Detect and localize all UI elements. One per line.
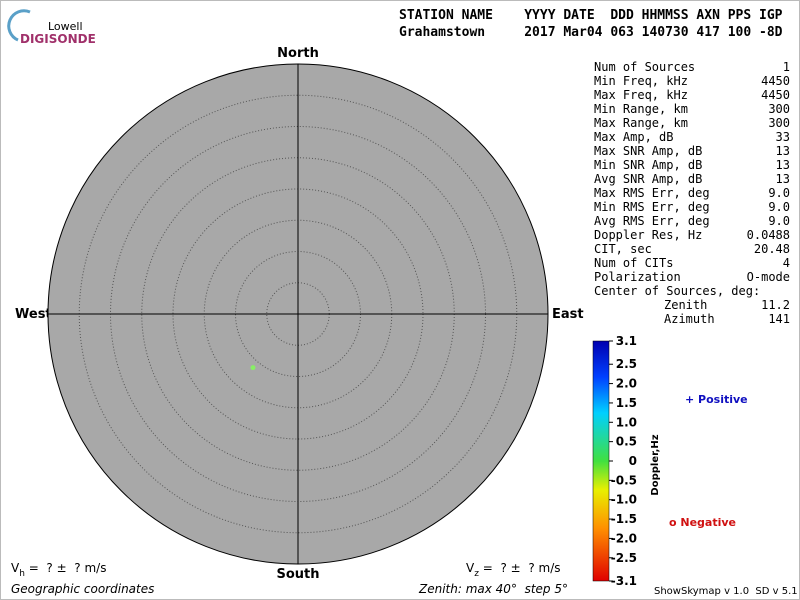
stat-value: 300 bbox=[768, 102, 790, 116]
v-sub: h bbox=[19, 569, 25, 579]
colorbar-tick-label: 2.0 bbox=[616, 377, 637, 391]
version-label: ShowSkymap v 1.0 SD v 5.1 bbox=[654, 586, 798, 597]
stat-value: 9.0 bbox=[768, 214, 790, 228]
header-values: Grahamstown 2017 Mar04 063 140730 417 10… bbox=[399, 25, 783, 40]
north-label: North bbox=[277, 46, 319, 61]
logo-bottom: DIGISONDE bbox=[20, 32, 96, 46]
positive-legend: + Positive bbox=[685, 393, 748, 406]
stat-value: 1 bbox=[783, 60, 790, 74]
stat-label: Min Range, km bbox=[594, 102, 688, 116]
stat-label: Polarization bbox=[594, 270, 681, 284]
vh-label: Vh = ? ± ? m/s bbox=[11, 561, 106, 579]
center-row-value: 141 bbox=[768, 312, 790, 326]
south-label: South bbox=[276, 567, 319, 582]
stat-value: 13 bbox=[776, 158, 790, 172]
center-row-label: Zenith bbox=[664, 298, 707, 312]
stat-value: 20.48 bbox=[754, 242, 790, 256]
center-row-value: 11.2 bbox=[761, 298, 790, 312]
stat-label: Min Freq, kHz bbox=[594, 74, 688, 88]
vz-label: Vz = ? ± ? m/s bbox=[466, 561, 561, 579]
colorbar-tick-label: 0.5 bbox=[616, 435, 637, 449]
colorbar-tick-label: -2.5 bbox=[611, 551, 637, 565]
v-symbol: V bbox=[11, 561, 20, 575]
logo-arc bbox=[7, 9, 31, 42]
stat-label: Max RMS Err, deg bbox=[594, 186, 710, 200]
east-label: East bbox=[552, 307, 584, 322]
stat-label: Max Freq, kHz bbox=[594, 88, 688, 102]
stat-label: Num of Sources bbox=[594, 60, 695, 74]
header-columns: STATION NAME YYYY DATE DDD HHMMSS AXN PP… bbox=[399, 8, 783, 23]
zenith-label: Zenith: max 40° step 5° bbox=[418, 582, 568, 596]
colorbar-tick-label: -1.5 bbox=[611, 512, 637, 526]
colorbar-tick-label: 2.5 bbox=[616, 357, 637, 371]
colorbar-tick-label: -2.0 bbox=[611, 531, 637, 545]
stat-value: 9.0 bbox=[768, 200, 790, 214]
stat-value: 4 bbox=[783, 256, 790, 270]
colorbar-tick-label: -0.5 bbox=[611, 473, 637, 487]
stat-label: Avg SNR Amp, dB bbox=[594, 172, 702, 186]
stat-value: 0.0488 bbox=[747, 228, 790, 242]
colorbar-tick-label: 3.1 bbox=[616, 334, 637, 348]
stat-value: 9.0 bbox=[768, 186, 790, 200]
center-label: Center of Sources, deg: bbox=[594, 284, 760, 298]
colorbar bbox=[592, 340, 610, 582]
colorbar-tick-label: 1.0 bbox=[616, 415, 637, 429]
center-row-label: Azimuth bbox=[664, 312, 715, 326]
stat-label: Min SNR Amp, dB bbox=[594, 158, 702, 172]
stat-label: CIT, sec bbox=[594, 242, 652, 256]
stat-value: 33 bbox=[776, 130, 790, 144]
stat-label: Avg RMS Err, deg bbox=[594, 214, 710, 228]
stat-value: 300 bbox=[768, 116, 790, 130]
colorbar-tick-label: -3.1 bbox=[611, 574, 637, 588]
stat-label: Max Amp, dB bbox=[594, 130, 673, 144]
colorbar-tick-label: 0 bbox=[629, 454, 637, 468]
v-sub: z bbox=[474, 569, 479, 579]
v-text: = ? ± ? m/s bbox=[25, 561, 107, 575]
negative-legend: o Negative bbox=[669, 516, 736, 529]
stat-label: Max SNR Amp, dB bbox=[594, 144, 702, 158]
v-text: = ? ± ? m/s bbox=[479, 561, 561, 575]
stat-value: O-mode bbox=[747, 270, 790, 284]
coords-label: Geographic coordinates bbox=[11, 582, 154, 596]
stat-label: Min RMS Err, deg bbox=[594, 200, 710, 214]
colorbar-tick-label: -1.0 bbox=[611, 493, 637, 507]
stat-value: 13 bbox=[776, 172, 790, 186]
stat-label: Doppler Res, Hz bbox=[594, 228, 702, 242]
stat-label: Max Range, km bbox=[594, 116, 688, 130]
logo-top: Lowell bbox=[48, 20, 83, 33]
stat-value: 4450 bbox=[761, 74, 790, 88]
west-label: West bbox=[15, 307, 52, 322]
colorbar-title: Doppler,Hz bbox=[650, 434, 661, 495]
v-symbol: V bbox=[466, 561, 475, 575]
stat-label: Num of CITs bbox=[594, 256, 673, 270]
stat-value: 13 bbox=[776, 144, 790, 158]
source-point bbox=[250, 365, 256, 371]
colorbar-tick-label: 1.5 bbox=[616, 396, 637, 410]
stat-value: 4450 bbox=[761, 88, 790, 102]
